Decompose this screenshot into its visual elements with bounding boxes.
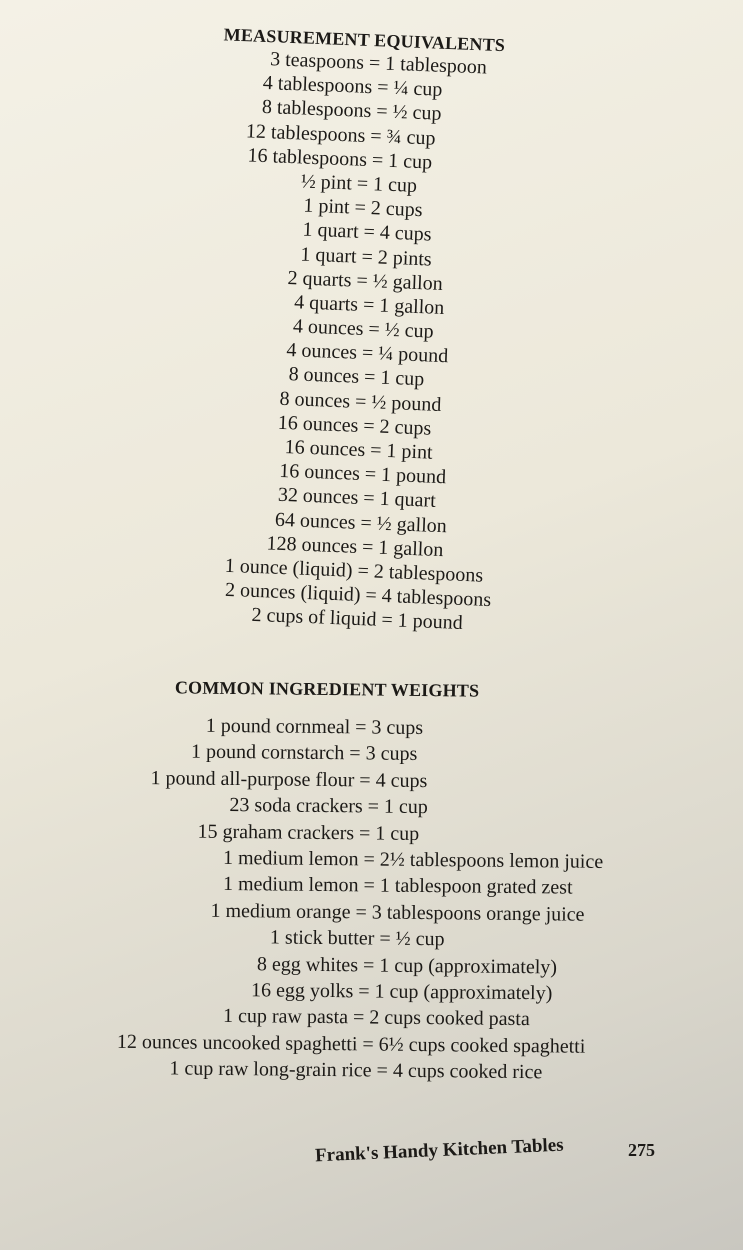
weights-list: 1 pound cornmeal = 3 cups 1 pound cornsta… [36, 711, 660, 1087]
running-footer-title: Frank's Handy Kitchen Tables [314, 1134, 564, 1167]
page-number: 275 [628, 1140, 655, 1160]
list-item: 15 graham crackers = 1 cup [197, 820, 420, 845]
ingredient-weights-section: COMMON INGREDIENT WEIGHTS 1 pound cornme… [36, 676, 660, 1087]
measurement-equivalents-section: MEASUREMENT EQUIVALENTS 3 teaspoons = 1 … [87, 20, 610, 640]
list-item: 1 cup raw long-grain rice = 4 cups cooke… [169, 1057, 543, 1084]
equivalents-list: 3 teaspoons = 1 tablespoon 4 tablespoons … [87, 41, 609, 640]
section-heading: COMMON INGREDIENT WEIGHTS [174, 677, 480, 701]
